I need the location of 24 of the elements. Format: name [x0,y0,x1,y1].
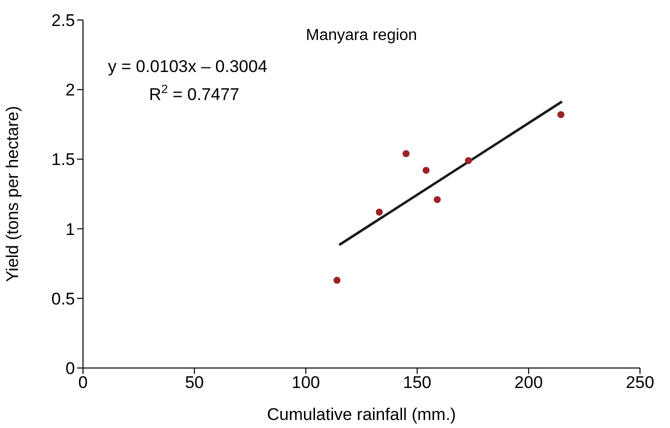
point [333,276,340,284]
point [422,166,430,174]
y-tick-label: 0 [66,359,75,378]
annotation: R$^{2}$ = 0.7477 [149,82,240,104]
y-tick-label: 0.5 [51,289,75,308]
x-tick-label: 150 [403,373,432,392]
y-tick-label: 1 [66,220,75,239]
y-axis-title: Yield (tons per hectare) [3,106,22,282]
x-tick-label: 100 [292,373,320,392]
point [464,157,472,164]
x-tick-label: 50 [184,373,204,392]
chart-title: Manyara region [306,27,418,44]
x-axis-title: Cumulative rainfall (mm.) [267,405,456,424]
point [376,208,383,216]
y-tick-label: 1.5 [51,150,75,170]
point [402,150,410,158]
y-tick-label: 2.5 [51,11,75,30]
point [434,196,441,204]
x-tick-label: 0 [78,373,88,392]
x-tick-label: 250 [626,373,654,392]
point [557,111,564,118]
y-tick-label: 2 [66,80,75,100]
x-tick-label: 200 [514,373,543,392]
annotation: y = 0.0103x – 0.3004 [108,57,268,76]
